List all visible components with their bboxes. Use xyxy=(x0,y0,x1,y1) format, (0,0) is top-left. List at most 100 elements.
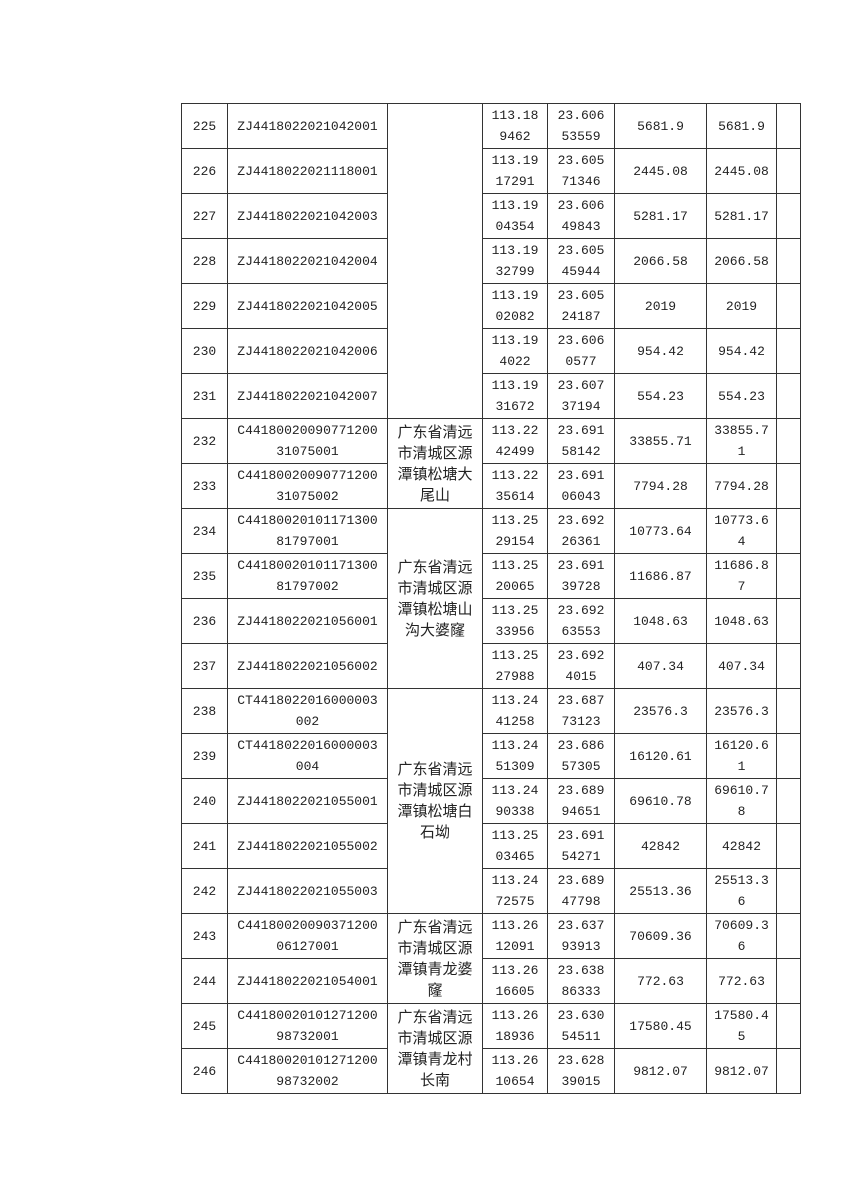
area-value: 7794.28 xyxy=(614,463,707,509)
latitude: 23.62839015 xyxy=(547,1048,615,1094)
row-number: 243 xyxy=(181,913,228,959)
area-value-2: 9812.07 xyxy=(706,1048,777,1094)
longitude: 113.2441258 xyxy=(482,688,548,734)
table-row: 234 C4418002010117130081797001 广东省清远市清城区源潭… xyxy=(181,508,801,689)
area-value-2: 5281.17 xyxy=(706,193,777,239)
area-value-2: 33855.71 xyxy=(706,418,777,464)
table-row: 237 ZJ4418022021056002 113.2527988 23.69240… xyxy=(181,643,801,689)
longitude: 113.1931672 xyxy=(482,373,548,419)
longitude: 113.2235614 xyxy=(482,463,548,509)
row-number: 239 xyxy=(181,733,228,779)
row-number: 240 xyxy=(181,778,228,824)
area-value-2: 10773.64 xyxy=(706,508,777,554)
area-value: 9812.07 xyxy=(614,1048,707,1094)
latitude: 23.6924015 xyxy=(547,643,615,689)
longitude: 113.1902082 xyxy=(482,283,548,329)
area-value: 16120.61 xyxy=(614,733,707,779)
parcel-code: ZJ4418022021042004 xyxy=(227,238,388,284)
area-value-2: 1048.63 xyxy=(706,598,777,644)
area-value-2: 7794.28 xyxy=(706,463,777,509)
area-value: 33855.71 xyxy=(614,418,707,464)
area-value-2: 25513.36 xyxy=(706,868,777,914)
table-row: 240 ZJ4418022021055001 113.2490338 23.68994… xyxy=(181,778,801,824)
remark xyxy=(776,778,801,824)
area-value: 25513.36 xyxy=(614,868,707,914)
remark xyxy=(776,688,801,734)
row-number: 226 xyxy=(181,148,228,194)
longitude: 113.2618936 xyxy=(482,1003,548,1049)
table-row: 245 C4418002010127120098732001 广东省清远市清城区源潭… xyxy=(181,1003,801,1094)
row-number: 235 xyxy=(181,553,228,599)
table-row: 239 CT4418022016000003004 113.2451309 23.68… xyxy=(181,733,801,779)
remark xyxy=(776,508,801,554)
parcel-code: CT4418022016000003002 xyxy=(227,688,388,734)
longitude: 113.2529154 xyxy=(482,508,548,554)
row-number: 246 xyxy=(181,1048,228,1094)
location-cell: 广东省清远市清城区源潭镇松塘白石坳 xyxy=(387,688,483,914)
parcel-code: C4418002010117130081797002 xyxy=(227,553,388,599)
parcel-code: C4418002010127120098732001 xyxy=(227,1003,388,1049)
table-row: 225 ZJ4418022021042001 113.189462 23.606535… xyxy=(181,103,801,419)
longitude: 113.1932799 xyxy=(482,238,548,284)
longitude: 113.2520065 xyxy=(482,553,548,599)
area-value: 5281.17 xyxy=(614,193,707,239)
table-row: 241 ZJ4418022021055002 113.2503465 23.69154… xyxy=(181,823,801,869)
area-value: 11686.87 xyxy=(614,553,707,599)
remark xyxy=(776,328,801,374)
area-value-2: 554.23 xyxy=(706,373,777,419)
remark xyxy=(776,373,801,419)
row-number: 228 xyxy=(181,238,228,284)
latitude: 23.60737194 xyxy=(547,373,615,419)
area-value-2: 17580.45 xyxy=(706,1003,777,1049)
area-value-2: 772.63 xyxy=(706,958,777,1004)
parcel-code: ZJ4418022021054001 xyxy=(227,958,388,1004)
area-value: 2019 xyxy=(614,283,707,329)
location-cell xyxy=(387,103,483,419)
latitude: 23.63054511 xyxy=(547,1003,615,1049)
latitude: 23.60649843 xyxy=(547,193,615,239)
latitude: 23.69263553 xyxy=(547,598,615,644)
latitude: 23.68657305 xyxy=(547,733,615,779)
row-number: 231 xyxy=(181,373,228,419)
area-value: 772.63 xyxy=(614,958,707,1004)
latitude: 23.69226361 xyxy=(547,508,615,554)
area-value-2: 2445.08 xyxy=(706,148,777,194)
row-number: 236 xyxy=(181,598,228,644)
parcel-code: ZJ4418022021056001 xyxy=(227,598,388,644)
latitude: 23.68994651 xyxy=(547,778,615,824)
area-value-2: 11686.87 xyxy=(706,553,777,599)
area-value: 954.42 xyxy=(614,328,707,374)
remark xyxy=(776,1003,801,1049)
latitude: 23.69106043 xyxy=(547,463,615,509)
table-row: 233 C4418002009077120031075002 113.2235614… xyxy=(181,463,801,509)
parcel-code: ZJ4418022021055002 xyxy=(227,823,388,869)
remark xyxy=(776,238,801,284)
remark xyxy=(776,913,801,959)
area-value: 2066.58 xyxy=(614,238,707,284)
remark xyxy=(776,463,801,509)
latitude: 23.68947798 xyxy=(547,868,615,914)
latitude: 23.69139728 xyxy=(547,553,615,599)
longitude: 113.194022 xyxy=(482,328,548,374)
parcel-code: ZJ4418022021042003 xyxy=(227,193,388,239)
table-row: 230 ZJ4418022021042006 113.194022 23.606057… xyxy=(181,328,801,374)
remark xyxy=(776,643,801,689)
table-row: 231 ZJ4418022021042007 113.1931672 23.60737… xyxy=(181,373,801,419)
location-cell: 广东省清远市清城区源潭镇松塘山沟大婆窿 xyxy=(387,508,483,689)
parcel-code: C4418002009077120031075002 xyxy=(227,463,388,509)
longitude: 113.1904354 xyxy=(482,193,548,239)
longitude: 113.2242499 xyxy=(482,418,548,464)
area-value-2: 407.34 xyxy=(706,643,777,689)
area-value: 42842 xyxy=(614,823,707,869)
longitude: 113.2527988 xyxy=(482,643,548,689)
parcel-code: C4418002009077120031075001 xyxy=(227,418,388,464)
table-row: 244 ZJ4418022021054001 113.2616605 23.63886… xyxy=(181,958,801,1004)
area-value-2: 23576.3 xyxy=(706,688,777,734)
parcel-code: ZJ4418022021055001 xyxy=(227,778,388,824)
area-value: 5681.9 xyxy=(614,103,707,149)
remark xyxy=(776,598,801,644)
area-value-2: 42842 xyxy=(706,823,777,869)
remark xyxy=(776,283,801,329)
latitude: 23.60653559 xyxy=(547,103,615,149)
row-number: 229 xyxy=(181,283,228,329)
